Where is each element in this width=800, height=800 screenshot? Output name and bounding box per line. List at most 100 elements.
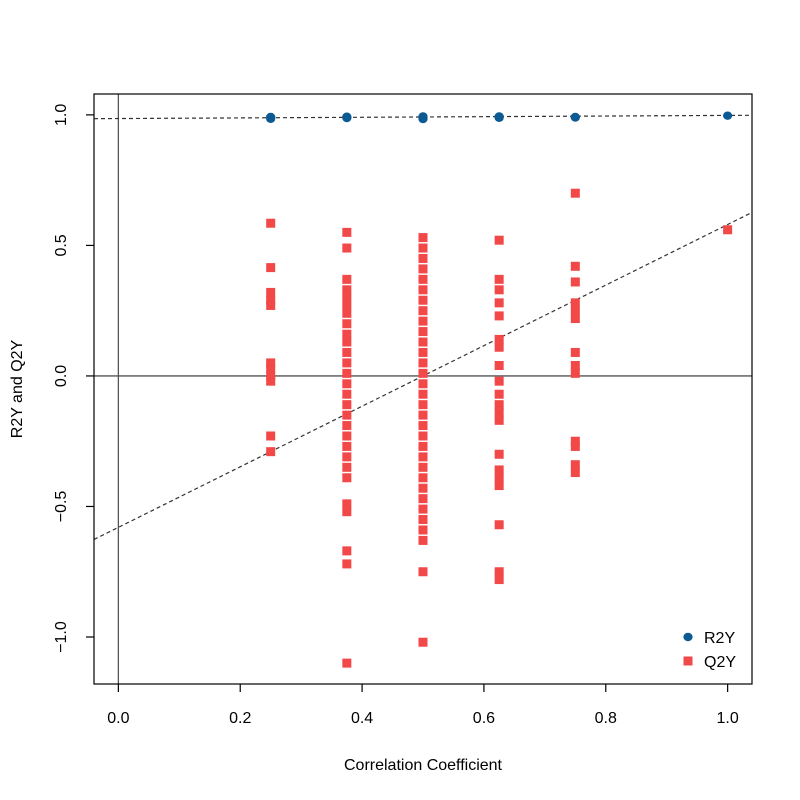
- q2y-point: [494, 473, 504, 483]
- q2y-point: [494, 407, 504, 417]
- q2y-point: [418, 274, 428, 284]
- r2y-point: [723, 111, 733, 120]
- q2y-point: [342, 358, 352, 368]
- q2y-point: [570, 188, 580, 198]
- r2y-point: [570, 112, 580, 122]
- q2y-point: [342, 389, 352, 399]
- q2y-point: [418, 253, 428, 263]
- q2y-point: [494, 274, 504, 284]
- q2y-point: [418, 504, 428, 514]
- q2y-point: [342, 452, 352, 462]
- q2y-point: [494, 400, 504, 410]
- r2y-point: [494, 112, 504, 121]
- q2y-point: [418, 473, 428, 483]
- q2y-point: [494, 389, 504, 399]
- q2y-point: [266, 295, 276, 305]
- q2y-point: [342, 658, 352, 668]
- q2y-point: [342, 308, 352, 318]
- q2y-point: [494, 235, 504, 245]
- q2y-point: [418, 637, 428, 647]
- q2y-point: [342, 243, 352, 253]
- q2y-point: [342, 347, 352, 357]
- q2y-point: [570, 436, 580, 446]
- q2y-point: [494, 415, 504, 425]
- x-tick-label: 0.8: [595, 710, 617, 727]
- q2y-point: [418, 233, 428, 243]
- y-tick-label: 0.0: [53, 365, 70, 387]
- q2y-point: [418, 567, 428, 577]
- q2y-point: [342, 507, 352, 517]
- q2y-point: [266, 363, 276, 373]
- r2y-point: [266, 112, 276, 122]
- q2y-point: [342, 421, 352, 431]
- q2y-point: [418, 515, 428, 525]
- q2y-point: [418, 525, 428, 535]
- q2y-point: [570, 314, 580, 324]
- q2y-point: [418, 264, 428, 274]
- q2y-point: [266, 287, 276, 297]
- legend-q2y-marker: [683, 656, 693, 666]
- q2y-point: [418, 483, 428, 493]
- q2y-point: [418, 452, 428, 462]
- data-points: [266, 111, 733, 668]
- q2y-point: [494, 361, 504, 371]
- q2y-point: [494, 342, 504, 352]
- q2y-point: [570, 347, 580, 357]
- q2y-point: [418, 441, 428, 451]
- legend-r2y-label: R2Y: [704, 630, 735, 647]
- q2y-point: [342, 473, 352, 483]
- q2y-point: [342, 441, 352, 451]
- q2y-point: [266, 358, 276, 368]
- q2y-point: [494, 376, 504, 386]
- q2y-point: [342, 559, 352, 569]
- q2y-point: [266, 376, 276, 386]
- q2y-point: [342, 462, 352, 472]
- x-tick-label: 0.6: [473, 710, 495, 727]
- q2y-point: [418, 421, 428, 431]
- q2y-point: [266, 431, 276, 441]
- q2y-point: [418, 327, 428, 337]
- q2y-point: [570, 368, 580, 378]
- q2y-point: [494, 567, 504, 577]
- q2y-point: [418, 462, 428, 472]
- q2y-point: [266, 447, 276, 457]
- legend-r2y-marker: [683, 632, 693, 642]
- q2y-point: [570, 441, 580, 451]
- q2y-point: [494, 449, 504, 459]
- q2y-point: [418, 347, 428, 357]
- x-axis: 0.0 0.2 0.4 0.6 0.8 1.0: [107, 684, 739, 727]
- q2y-point: [494, 481, 504, 491]
- q2y-point: [494, 311, 504, 321]
- q2y-point: [570, 306, 580, 316]
- y-tick-label: −0.5: [53, 491, 70, 523]
- q2y-point: [342, 319, 352, 329]
- q2y-point: [342, 499, 352, 509]
- legend-q2y-label: Q2Y: [704, 654, 736, 671]
- q2y-point: [494, 520, 504, 530]
- q2y-point: [266, 263, 276, 273]
- q2y-point: [418, 379, 428, 389]
- q2y-point: [266, 371, 276, 381]
- x-tick-label: 0.4: [351, 710, 373, 727]
- q2y-point: [418, 316, 428, 326]
- q2y-point: [418, 494, 428, 504]
- q2y-point: [418, 295, 428, 305]
- q2y-point: [570, 468, 580, 478]
- q2y-point: [418, 431, 428, 441]
- q2y-point: [342, 431, 352, 441]
- x-tick-label: 0.2: [229, 710, 251, 727]
- x-axis-title: Correlation Coefficient: [344, 757, 503, 774]
- q2y-point: [723, 225, 733, 235]
- y-tick-label: 0.5: [53, 234, 70, 256]
- y-tick-label: 1.0: [53, 104, 70, 126]
- q2y-point: [342, 300, 352, 310]
- q2y-point: [342, 379, 352, 389]
- q2y-point: [418, 243, 428, 253]
- q2y-point: [418, 389, 428, 399]
- q2y-point: [418, 358, 428, 368]
- q2y-point: [418, 410, 428, 420]
- q2y-point: [342, 227, 352, 237]
- y-axis-title: R2Y and Q2Y: [9, 339, 26, 438]
